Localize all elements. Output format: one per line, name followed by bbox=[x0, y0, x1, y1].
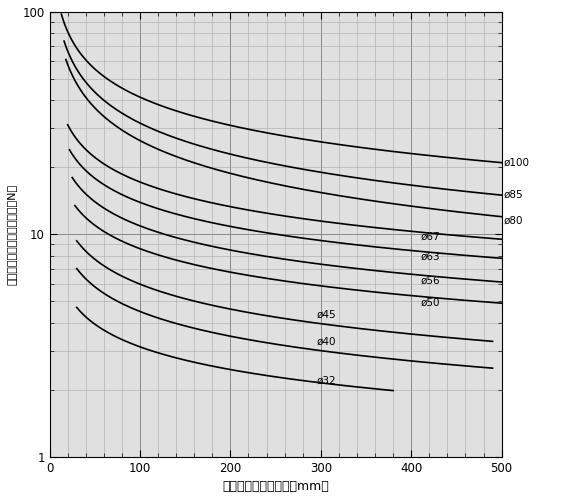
Text: ø56: ø56 bbox=[420, 276, 440, 285]
Text: ø100: ø100 bbox=[503, 158, 529, 168]
Text: ø80: ø80 bbox=[503, 216, 523, 226]
Text: ø32: ø32 bbox=[317, 376, 336, 386]
Text: ø45: ø45 bbox=[317, 310, 336, 320]
Text: ø63: ø63 bbox=[420, 252, 440, 262]
Text: ø50: ø50 bbox=[420, 297, 440, 307]
Text: ø40: ø40 bbox=[317, 336, 336, 346]
X-axis label: シリンダストローク（mm）: シリンダストローク（mm） bbox=[222, 480, 329, 493]
Text: ø85: ø85 bbox=[503, 190, 523, 200]
Y-axis label: ロッド先端にかかる横荷重（N）: ロッド先端にかかる横荷重（N） bbox=[7, 184, 17, 285]
Text: ø67: ø67 bbox=[420, 231, 440, 241]
